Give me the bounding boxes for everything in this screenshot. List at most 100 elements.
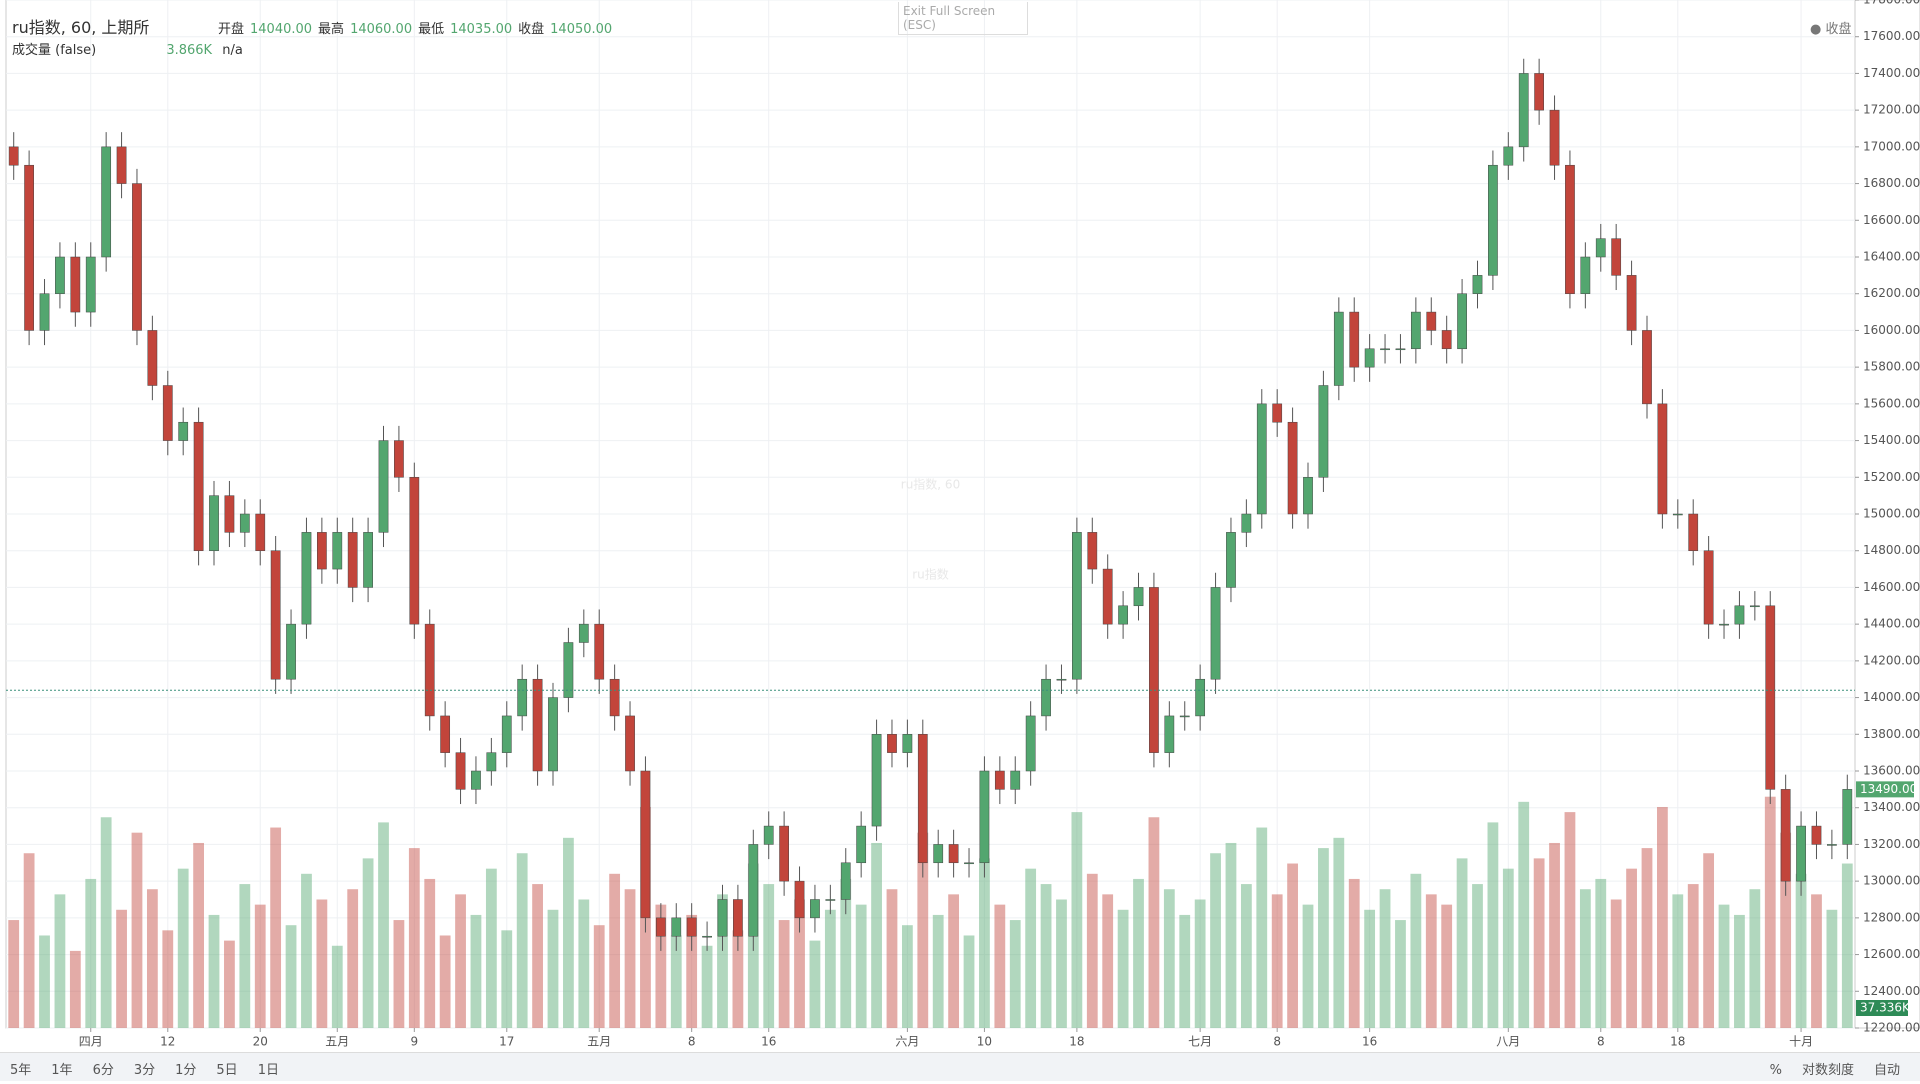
candle-body [347, 532, 358, 588]
y-tick-label: 16600.00 [1863, 213, 1920, 227]
interval-button[interactable]: 6分 [92, 1063, 114, 1078]
x-tick-label: 10 [977, 1035, 992, 1049]
ohlc-value: 14040.00 [250, 22, 313, 37]
volume-bar [840, 878, 852, 1028]
interval-button[interactable]: 5日 [216, 1063, 238, 1078]
x-tick-label: 六月 [895, 1035, 919, 1049]
candle-body [378, 440, 389, 533]
interval-button[interactable]: 3分 [133, 1063, 156, 1078]
volume-bar [794, 899, 805, 1028]
candle-body [1642, 330, 1652, 405]
volume-bar [1657, 806, 1668, 1028]
y-tick-label: 15400.00 [1863, 433, 1920, 447]
candle-body [501, 715, 512, 753]
volume-bar [547, 909, 559, 1028]
volume-bar [1163, 889, 1175, 1028]
candle-body [1226, 532, 1236, 588]
candle-body [763, 825, 774, 845]
volume-bar [1040, 884, 1052, 1028]
candle-body [1287, 421, 1298, 515]
volume-bar [624, 889, 636, 1028]
volume-bar [1179, 914, 1191, 1028]
volume-bar [1672, 894, 1684, 1028]
option-button[interactable]: 对数刻度 [1801, 1063, 1854, 1078]
ohlc-label: 最低 [418, 22, 445, 37]
candle-body [1503, 146, 1514, 166]
candle-body [1672, 513, 1683, 516]
candle-body [239, 513, 250, 533]
volume-bar [1811, 894, 1822, 1028]
candle-body [1241, 513, 1252, 533]
volume-bar [1025, 868, 1037, 1028]
interval-button[interactable]: 5年 [10, 1063, 32, 1078]
x-tick-label: 16 [1362, 1035, 1377, 1049]
interval-button[interactable]: 1年 [51, 1063, 73, 1078]
candle-body [794, 880, 805, 919]
candle-body [409, 477, 420, 625]
interval-button[interactable]: 1分 [175, 1063, 197, 1078]
candle-body [1827, 844, 1837, 846]
candle-body [424, 623, 435, 717]
fullscreen-hint[interactable]: Exit Full Screen (ESC) [898, 2, 1028, 35]
candle-body [1179, 715, 1190, 718]
volume-bar [1395, 920, 1406, 1028]
x-tick-label: 18 [1069, 1035, 1084, 1049]
volume-bar [563, 837, 574, 1028]
volume-bar [686, 914, 698, 1028]
y-tick-label: 16400.00 [1863, 250, 1920, 264]
candle-body [1025, 715, 1036, 772]
x-tick-label: 十月 [1789, 1035, 1813, 1049]
option-button[interactable]: % [1769, 1063, 1782, 1078]
volume-bar [1194, 899, 1206, 1028]
volume-bar [1826, 909, 1838, 1028]
candle-body [39, 293, 50, 331]
candle-body [1719, 623, 1729, 626]
candle-body [1457, 293, 1467, 350]
volume-bar [331, 945, 343, 1028]
volume-bar [239, 884, 251, 1028]
volume-bar [1256, 827, 1268, 1028]
y-tick-label: 16800.00 [1863, 176, 1920, 190]
candle-body [1410, 311, 1421, 350]
volume-bar [270, 827, 282, 1028]
candle-body [224, 495, 235, 533]
y-tick-label: 12600.00 [1863, 947, 1920, 961]
option-button[interactable]: 自动 [1873, 1063, 1900, 1078]
candle-body [162, 385, 173, 441]
candle-body [440, 715, 451, 753]
interval-button[interactable]: 1日 [257, 1063, 279, 1078]
candle-body [671, 917, 682, 937]
volume-bar [717, 894, 728, 1028]
y-tick-label: 17000.00 [1863, 139, 1920, 153]
candle-body [1780, 789, 1791, 882]
x-tick-label: 五月 [587, 1035, 611, 1049]
volume-bar [1009, 920, 1021, 1028]
candle-body [209, 495, 219, 551]
price-axis-bg [1854, 0, 1920, 1029]
candle-body [994, 770, 1005, 790]
volume-bar [85, 878, 97, 1028]
x-tick-label: 五月 [325, 1035, 349, 1049]
candle-body [686, 917, 697, 937]
candle-body [1488, 164, 1498, 276]
volume-bar [824, 909, 836, 1028]
volume-bar [1071, 812, 1083, 1028]
volume-bar [378, 822, 389, 1028]
candle-body [733, 899, 743, 937]
volume-bar [1626, 868, 1637, 1028]
volume-bar [1718, 904, 1730, 1028]
volume-bar [532, 884, 543, 1028]
volume-bar [1795, 873, 1807, 1028]
x-tick-label: 七月 [1188, 1035, 1212, 1049]
volume-bar [439, 935, 451, 1028]
candle-body [933, 844, 944, 864]
y-tick-label: 15000.00 [1863, 507, 1920, 521]
y-tick-label: 13600.00 [1863, 764, 1920, 778]
volume-bar [1410, 873, 1422, 1028]
candle-body [1380, 348, 1390, 351]
x-tick-label: 9 [411, 1035, 419, 1049]
candle-body [55, 256, 65, 294]
symbol-title[interactable]: ru指数, 60, 上期所 [12, 18, 150, 37]
x-tick-label: 8 [1597, 1035, 1605, 1049]
